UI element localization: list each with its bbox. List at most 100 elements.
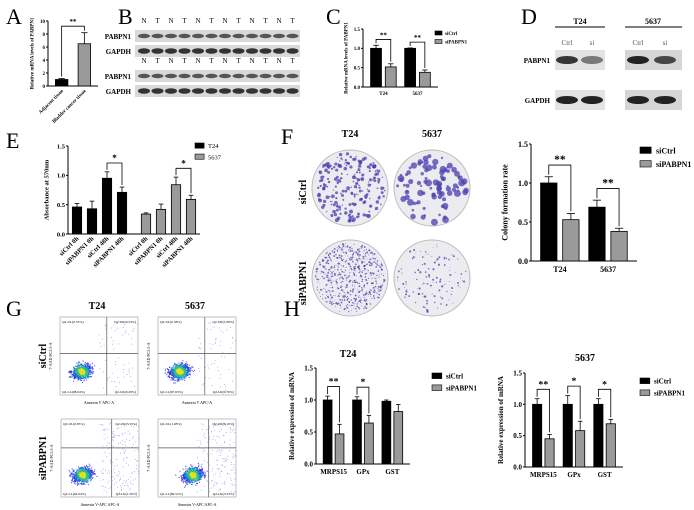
legend-label: siPABPN1	[654, 390, 685, 398]
colony	[365, 299, 368, 301]
colony	[417, 189, 424, 197]
event-dot	[70, 372, 72, 374]
colony	[376, 177, 379, 180]
event-dot	[123, 369, 125, 371]
blot-band	[178, 48, 191, 54]
event-dot	[78, 483, 80, 485]
blot-band	[138, 33, 150, 39]
event-dot	[121, 440, 123, 442]
event-dot	[222, 351, 224, 353]
event-dot	[74, 373, 77, 375]
colony	[397, 279, 399, 281]
event-dot	[117, 443, 119, 445]
quadrant-label-ll: Q2-LL(98.64%)	[62, 390, 86, 394]
colony	[340, 181, 342, 183]
colony	[331, 284, 332, 285]
event-dot	[123, 327, 125, 329]
colony	[418, 287, 421, 290]
colony	[370, 262, 372, 264]
colony	[328, 270, 329, 272]
colony	[357, 248, 359, 251]
event-dot	[77, 376, 79, 378]
colony	[336, 203, 339, 206]
colony	[346, 245, 349, 248]
colony	[331, 290, 333, 292]
colony	[379, 266, 382, 269]
event-dot	[91, 370, 94, 372]
y-tick-label: 1.0	[304, 396, 313, 404]
blot-band	[286, 33, 299, 39]
event-dot	[198, 338, 200, 340]
event-dot	[90, 376, 92, 378]
colony	[378, 273, 380, 275]
colony	[359, 290, 361, 293]
event-dot	[103, 345, 105, 347]
colony	[449, 273, 452, 277]
colony	[360, 178, 363, 181]
colony	[371, 257, 373, 259]
blot-strip	[625, 90, 682, 110]
event-dot	[73, 470, 75, 473]
blot-band	[273, 33, 285, 39]
colony	[320, 296, 322, 297]
quadrant-label-ll: Q2-LL(94.04%)	[63, 492, 87, 496]
event-dot	[130, 482, 132, 484]
event-dot	[131, 438, 133, 440]
colony	[327, 277, 329, 279]
event-dot	[123, 480, 125, 482]
colony	[411, 208, 415, 212]
event-dot	[69, 376, 71, 378]
colony	[329, 302, 331, 304]
colony	[406, 170, 411, 175]
colony	[425, 164, 433, 172]
x-tick-label: T24	[379, 92, 388, 97]
colony	[368, 249, 371, 252]
colony	[345, 305, 348, 307]
colony	[328, 254, 330, 256]
colony	[415, 202, 419, 205]
colony	[335, 208, 339, 212]
event-dot	[204, 474, 207, 476]
colony	[439, 280, 442, 283]
colony	[344, 261, 347, 263]
event-dot	[112, 432, 114, 434]
event-dot	[79, 369, 81, 371]
event-dot	[200, 357, 202, 359]
bar	[593, 403, 604, 468]
event-dot	[176, 373, 178, 375]
colony	[366, 214, 371, 219]
colony	[373, 176, 376, 180]
colony	[398, 288, 400, 290]
colony	[357, 288, 359, 290]
colony	[422, 306, 425, 308]
event-dot	[75, 368, 77, 370]
event-dot	[176, 380, 179, 382]
event-dot	[71, 472, 73, 474]
colony	[326, 177, 330, 181]
colony	[355, 155, 357, 158]
colony	[326, 277, 328, 279]
colony	[330, 167, 334, 170]
colony	[427, 274, 431, 277]
colony	[365, 292, 368, 295]
colony	[352, 262, 354, 264]
colony	[354, 294, 357, 297]
event-dot	[182, 360, 184, 362]
event-dot	[232, 337, 234, 339]
colony	[373, 289, 376, 292]
event-dot	[128, 368, 130, 370]
colony	[350, 305, 352, 307]
y-tick-label: 6	[43, 46, 46, 51]
bar	[116, 191, 128, 235]
event-dot	[72, 475, 74, 477]
colony	[361, 277, 362, 278]
event-dot	[124, 484, 126, 486]
event-dot	[99, 342, 101, 344]
colony	[374, 257, 377, 260]
event-dot	[84, 480, 86, 482]
event-dot	[125, 449, 127, 451]
y-tick-label: 1.0	[513, 401, 522, 409]
bar	[77, 43, 92, 87]
event-dot	[191, 365, 193, 368]
